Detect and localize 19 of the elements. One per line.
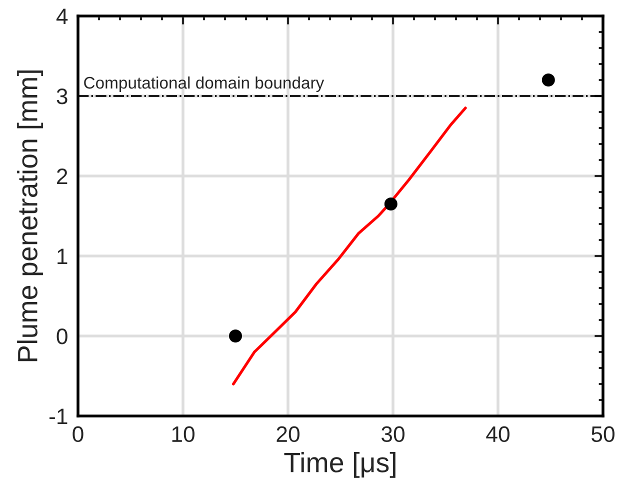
y-axis-title: Plume penetration [mm] [17,70,43,362]
y-tick-label: -1 [50,408,68,424]
point [542,73,555,87]
x-tick-label: 20 [276,426,300,442]
x-axis-title: Time [μs] [284,452,396,478]
x-tick-label: 50 [592,426,614,442]
y-tick-label: 4 [56,8,68,24]
point [384,197,398,211]
line-series [232,106,467,386]
x-tick-label: 40 [486,426,510,442]
x-tick-label: 10 [172,426,194,442]
y-tick-label: 2 [57,168,68,184]
x-tick-label: 30 [381,426,404,442]
point [228,329,242,343]
y-tick-label: 3 [56,88,68,104]
x-tick-label: 0 [72,426,84,442]
y-tick-label: 0 [56,328,68,344]
ref-line-label: Computational domain boundary [84,76,324,92]
y-tick-label: 1 [58,248,68,264]
